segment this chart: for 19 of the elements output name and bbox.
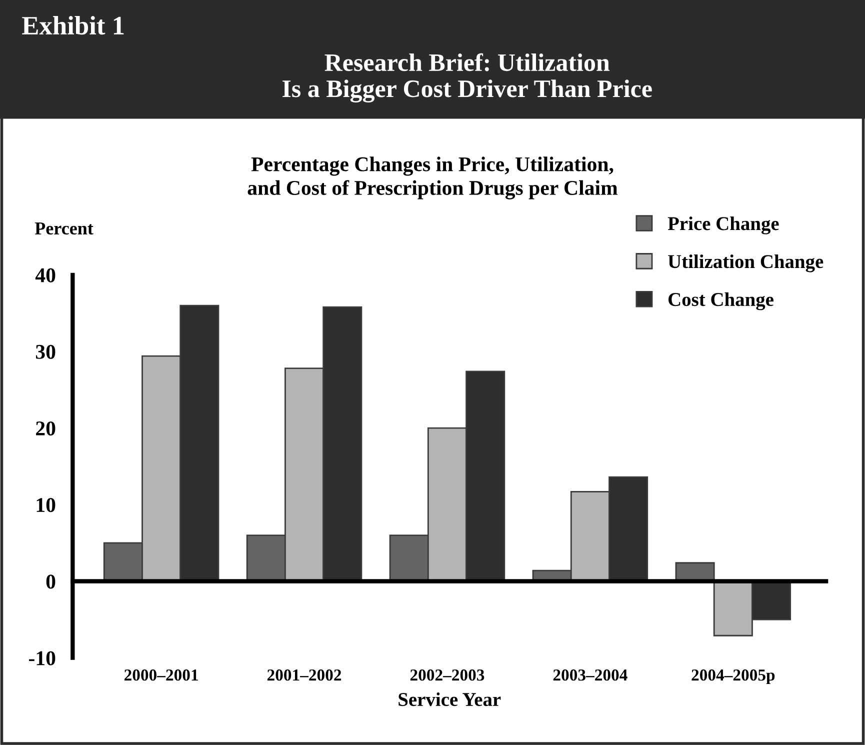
y-tick-label: -10 [28,651,56,666]
chart-title: Research Brief: Utilization Is a Bigger Cost Driver Than Price [282,53,652,103]
text: Exhibit 1 [22,16,124,35]
x-tick-label: 2003–2004 [553,669,628,681]
x-tick-label: 2000–2001 [124,669,198,681]
y-tick-label: 20 [36,421,56,436]
chart-subtitle: Percentage Changes in Price, Utilization, and Cost of Prescription Drugs per Claim [248,156,618,200]
legend-label: Price Change [668,216,779,234]
x-tick-label: 2004–2005p [692,669,775,684]
x-axis-title: Service Year [398,692,501,706]
x-tick-label: 2002–2003 [410,669,484,681]
legend-label: Utilization Change [668,254,824,272]
y-tick-label: 40 [35,268,56,282]
x-tick-label: 2001–2002 [267,669,342,681]
y-tick-label: 0 [46,574,56,589]
y-tick-label: 10 [36,498,56,512]
y-tick-label: 30 [36,344,56,359]
y-axis-title: Percent [34,222,94,235]
legend-label: Cost Change [668,292,774,310]
